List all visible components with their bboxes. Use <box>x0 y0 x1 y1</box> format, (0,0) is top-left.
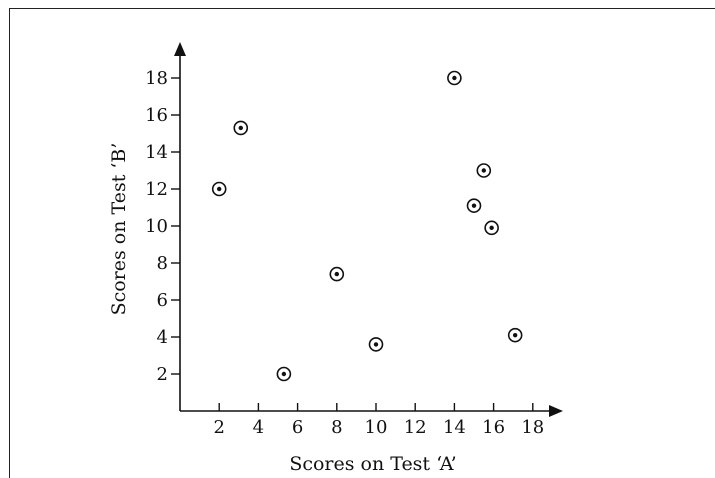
y-tick-label: 6 <box>157 290 168 311</box>
x-tick-label: 8 <box>331 417 342 438</box>
x-tick-label: 4 <box>253 417 264 438</box>
data-point-dot <box>334 271 339 277</box>
data-point <box>507 327 523 343</box>
y-tick-label: 18 <box>145 68 168 89</box>
data-point <box>329 266 345 282</box>
data-point <box>447 70 462 86</box>
y-tick-label: 14 <box>145 142 168 163</box>
data-point <box>276 366 292 382</box>
y-tick-label: 12 <box>145 179 168 200</box>
data-point <box>484 220 499 236</box>
data-point-dot <box>238 125 243 131</box>
x-tick-label: 2 <box>213 417 224 438</box>
y-tick-label: 10 <box>145 216 168 237</box>
data-point <box>476 163 492 178</box>
y-axis-arrow <box>174 42 186 56</box>
data-point-dot <box>217 186 222 192</box>
ticks: 2 4 6 8 10 12 14 16 18 2 4 6 8 10 12 14 16 18 <box>145 68 544 438</box>
data-point <box>211 181 227 197</box>
data-point-dot <box>281 371 287 377</box>
x-tick-label: 16 <box>482 417 505 438</box>
data-point-dot <box>373 342 379 347</box>
x-tick-label: 10 <box>365 417 388 438</box>
y-axis-title: Scores on Test ‘B’ <box>108 143 130 316</box>
data-point-dot <box>481 168 486 173</box>
data-point-dot <box>489 225 494 231</box>
data-point-dot <box>452 75 457 81</box>
x-tick-label: 18 <box>521 417 544 438</box>
figure-frame <box>9 8 715 478</box>
x-axis-title: Scores on Test ‘A’ <box>289 453 456 475</box>
data-point-dot <box>512 332 518 338</box>
x-axis-arrow <box>549 405 563 417</box>
data-point <box>368 337 384 352</box>
data-point-dot <box>471 203 477 208</box>
axes <box>174 42 563 417</box>
data-point <box>233 120 249 136</box>
data-point <box>466 198 482 213</box>
y-tick-label: 16 <box>145 105 168 126</box>
x-tick-label: 14 <box>443 417 466 438</box>
y-tick-label: 8 <box>157 253 168 274</box>
x-tick-label: 12 <box>404 417 427 438</box>
y-tick-label: 4 <box>157 327 168 348</box>
y-tick-label: 2 <box>157 364 168 385</box>
data-points <box>211 70 523 382</box>
x-tick-label: 6 <box>292 417 303 438</box>
